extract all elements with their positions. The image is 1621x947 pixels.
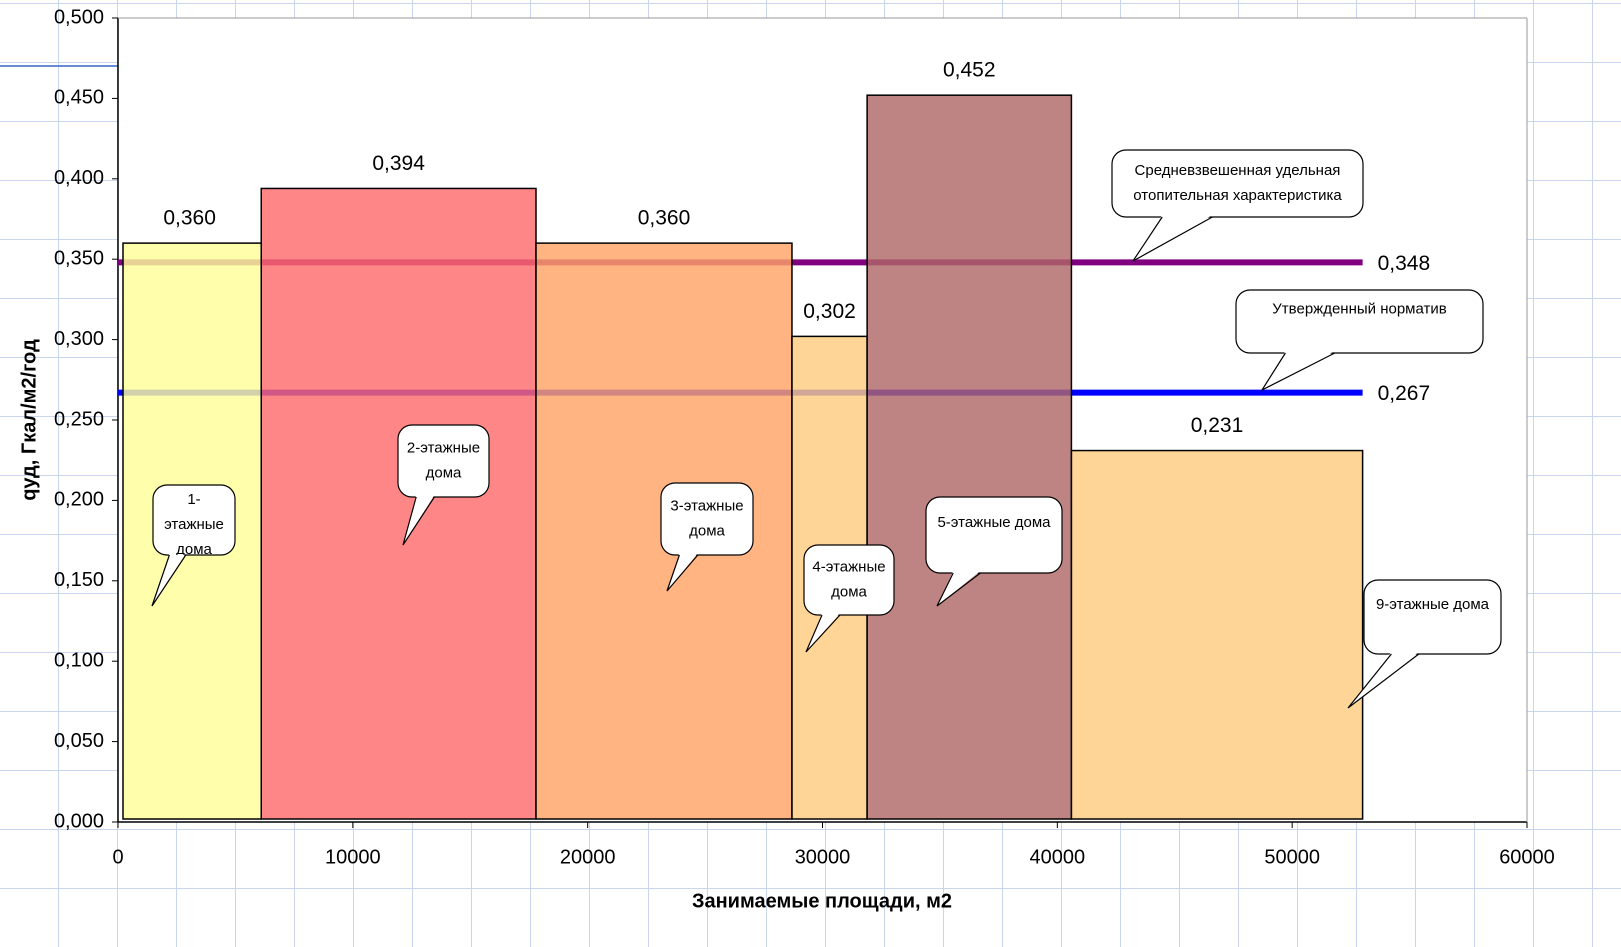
data-label: 0,231: [1191, 414, 1244, 437]
callout-text: 3-этажные дома: [670, 497, 743, 539]
y-tick-label: 0,150: [54, 569, 104, 591]
callout-box: [152, 484, 236, 556]
x-tick-label: 0: [112, 846, 123, 868]
callout-tail: [402, 496, 435, 546]
callout-line: дома: [831, 583, 867, 600]
bar: [260, 187, 537, 820]
x-tick-label: 60000: [1499, 846, 1555, 868]
callout-box: [1363, 579, 1502, 655]
callout-line: Утвержденный норматив: [1272, 300, 1446, 317]
callout-text: 4-этажные дома: [812, 558, 885, 600]
callout-line: Средневзвешенная удельная: [1135, 162, 1341, 179]
callout-line: 5-этажные дома: [937, 514, 1051, 531]
callout-tail: [1260, 352, 1336, 392]
callout-box: [660, 482, 754, 556]
data-label: 0,360: [163, 207, 216, 230]
callout-tail: [1347, 653, 1420, 709]
callout: 4-этажные дома: [803, 544, 895, 653]
x-tick-label: 40000: [1030, 846, 1086, 868]
callout-line: 4-этажные: [812, 558, 885, 575]
data-label: 0,394: [372, 152, 425, 175]
callout-tail: [805, 614, 841, 653]
y-tick-label: 0,200: [54, 489, 104, 511]
bar: [1070, 449, 1364, 820]
callout-line: дома: [176, 541, 212, 558]
callout-box: [1235, 289, 1484, 354]
y-tick-label: 0,050: [54, 730, 104, 752]
callout-text: Утвержденный норматив: [1272, 300, 1446, 317]
reference-value-label: 0,267: [1378, 382, 1431, 405]
callout-line: 1-: [187, 491, 200, 508]
callout-text: 9-этажные дома: [1376, 596, 1490, 613]
y-tick-label: 0,300: [54, 328, 104, 350]
callout: 9-этажные дома: [1347, 579, 1502, 709]
callout-line: этажные: [164, 516, 224, 533]
y-tick-label: 0,400: [54, 167, 104, 189]
reference-value-label: 0,348: [1378, 252, 1431, 275]
callout-tail: [151, 554, 187, 607]
data-label: 0,302: [803, 300, 856, 323]
y-tick-label: 0,350: [54, 247, 104, 269]
callout-line: дома: [689, 522, 725, 539]
x-tick-label: 20000: [560, 846, 616, 868]
y-tick-label: 0,450: [54, 87, 104, 109]
callout-box: [1111, 149, 1364, 218]
callout-line: дома: [426, 464, 462, 481]
callout-text: 2-этажные дома: [407, 439, 480, 481]
data-label: 0,452: [943, 59, 996, 82]
callout: Средневзвешенная удельная отопительная ха…: [1111, 149, 1364, 262]
callout-box: [925, 496, 1063, 574]
callout-tail: [667, 553, 698, 591]
callout-box: [803, 544, 895, 616]
callout: 5-этажные дома: [925, 496, 1063, 607]
callout: 3-этажные дома: [660, 482, 754, 592]
y-tick-label: 0,250: [54, 408, 104, 430]
callout-tail: [666, 554, 699, 592]
callout-line: отопительная характеристика: [1133, 187, 1342, 204]
y-axis-title: qуд, Гкал/м2/год: [18, 339, 40, 501]
x-axis-title: Занимаемые площади, м2: [692, 890, 952, 912]
callout-text: 5-этажные дома: [937, 514, 1051, 531]
callout-text: 1- этажные дома: [164, 491, 224, 558]
callout-line: 3-этажные: [670, 497, 743, 514]
y-tick-label: 0,000: [54, 810, 104, 832]
callout-line: 9-этажные дома: [1376, 596, 1490, 613]
data-label: 0,360: [638, 207, 691, 230]
x-tick-label: 50000: [1264, 846, 1320, 868]
bar: [866, 94, 1073, 820]
y-tick-label: 0,100: [54, 649, 104, 671]
callout-line: 2-этажные: [407, 439, 480, 456]
callout: Утвержденный норматив: [1235, 289, 1484, 392]
callout: 1- этажные дома: [151, 484, 236, 607]
callout: 2-этажные дома: [397, 424, 490, 546]
y-tick-label: 0,500: [54, 6, 104, 28]
callout-tail: [936, 572, 981, 607]
callout-tail: [403, 495, 435, 545]
callout-box: [397, 424, 490, 498]
x-tick-label: 10000: [325, 846, 381, 868]
x-tick-label: 30000: [795, 846, 851, 868]
callout-tail: [1132, 216, 1213, 262]
callout-text: Средневзвешенная удельная отопительная ха…: [1133, 162, 1342, 204]
